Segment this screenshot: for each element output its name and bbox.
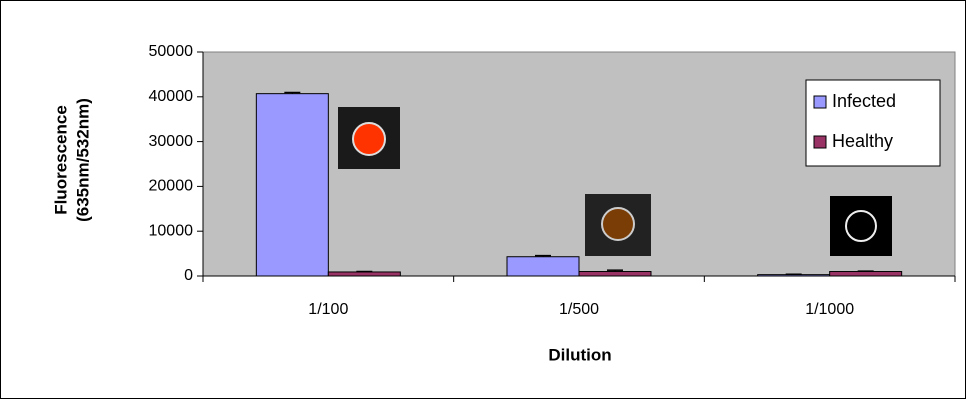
x-tick-label: 1/100 [308,301,348,318]
bar [507,257,579,276]
bar [579,272,651,276]
bar [256,94,328,276]
legend-label: Healthy [832,131,893,151]
y-axis-title-line: Fluorescence [51,105,70,215]
chart: Fluorescence (635nm/532nm) Dilution Infe… [0,0,967,400]
spot-image [830,196,892,256]
x-axis-title: Dilution [548,345,611,364]
y-tick-label: 40000 [149,88,194,105]
bar [328,272,400,276]
x-tick-label: 1/500 [559,301,599,318]
legend-swatch [814,96,826,108]
legend-label: Infected [832,91,896,111]
y-tick-label: 50000 [149,43,194,60]
spot-image [585,194,651,256]
x-tick-label: 1/1000 [805,301,854,318]
y-tick-label: 0 [184,267,193,284]
y-tick-label: 30000 [149,133,194,150]
y-tick-label: 20000 [149,178,194,195]
y-axis-title-line: (635nm/532nm) [73,98,92,222]
y-tick-label: 10000 [149,222,194,239]
spot-image [338,107,400,169]
bar [830,272,902,276]
legend: Infected Healthy [806,80,940,166]
legend-swatch [814,136,826,148]
